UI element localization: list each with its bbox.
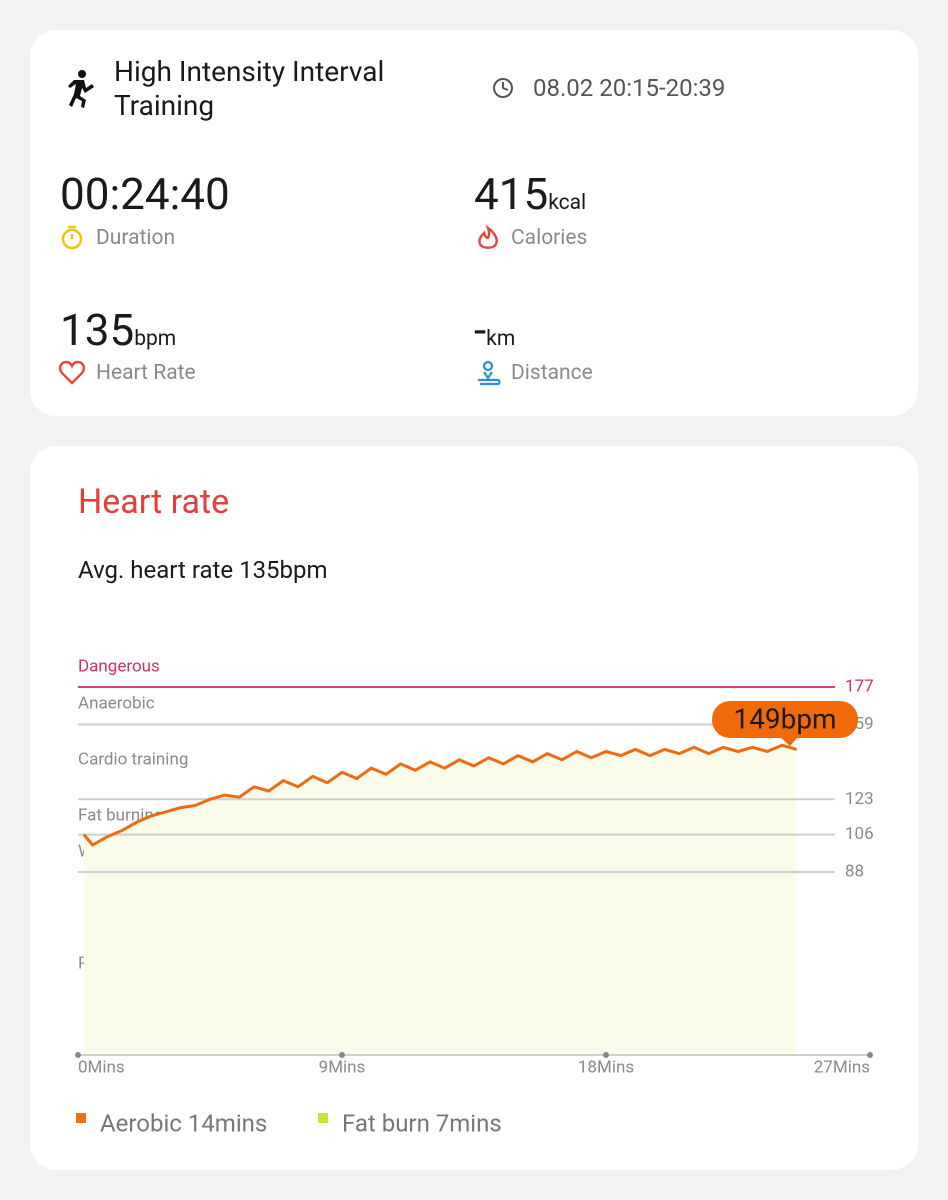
stat-value: - — [474, 304, 487, 356]
stat-unit: km — [486, 327, 516, 351]
stat-value: 00:24:40 — [60, 168, 230, 220]
x-tick — [603, 1052, 609, 1058]
legend-swatch — [76, 1113, 86, 1123]
legend-swatch — [318, 1113, 328, 1123]
stopwatch-icon — [61, 225, 83, 250]
card-title: Heart rate — [78, 482, 230, 522]
x-tick-label: 27Mins — [814, 1057, 870, 1077]
stat: 00:24:40 — [60, 172, 230, 216]
tooltip-label: 149bpm — [733, 702, 836, 735]
y-tick-label: 177 — [845, 677, 874, 697]
stat: 415kcal — [474, 172, 586, 216]
location-icon — [478, 360, 501, 386]
y-tick-label: 106 — [845, 824, 874, 844]
workout-title: High Intensity Interval Training — [114, 55, 385, 122]
x-tick — [339, 1052, 345, 1058]
tooltip-box — [712, 701, 858, 738]
stat: -km — [474, 308, 515, 352]
heart-icon — [58, 360, 86, 385]
stat-label: Calories — [511, 226, 588, 250]
flame-icon — [478, 224, 498, 249]
area — [83, 745, 797, 1055]
legend-label: Fat burn 7mins — [342, 1109, 502, 1137]
run-icon — [68, 70, 94, 108]
avg-heart-rate: Avg. heart rate 135bpm — [78, 556, 328, 584]
x-tick — [75, 1052, 81, 1058]
x-tick-label: 0Mins — [78, 1057, 125, 1077]
zone-label: Anaerobic — [78, 693, 155, 713]
x-tick — [867, 1052, 873, 1058]
stat-label: Heart Rate — [96, 361, 196, 385]
y-tick-label: 123 — [845, 789, 874, 809]
workout-time: 08.02 20:15-20:39 — [533, 74, 726, 102]
stat-label: Distance — [511, 361, 593, 385]
stat: 135bpm — [60, 308, 176, 352]
x-tick-label: 18Mins — [578, 1057, 634, 1077]
tooltip-pointer — [780, 737, 798, 746]
legend-label: Aerobic 14mins — [100, 1109, 267, 1137]
heart-rate-line — [82, 743, 798, 847]
stat-label: Duration — [96, 226, 176, 250]
stat-unit: bpm — [134, 327, 177, 351]
clock-icon — [493, 78, 513, 98]
stat-value: 415 — [474, 168, 549, 220]
y-tick-label: 88 — [845, 862, 864, 882]
plot: Dangerous Anaerobic Cardio training Fat bur… — [75, 656, 874, 1137]
zone-label: Cardio training — [78, 749, 188, 769]
x-tick-label: 9Mins — [319, 1057, 366, 1077]
stat-value: 135 — [60, 304, 135, 356]
workout-card — [30, 30, 918, 416]
stat-unit: kcal — [548, 191, 587, 215]
zone-label: Dangerous — [78, 656, 160, 676]
